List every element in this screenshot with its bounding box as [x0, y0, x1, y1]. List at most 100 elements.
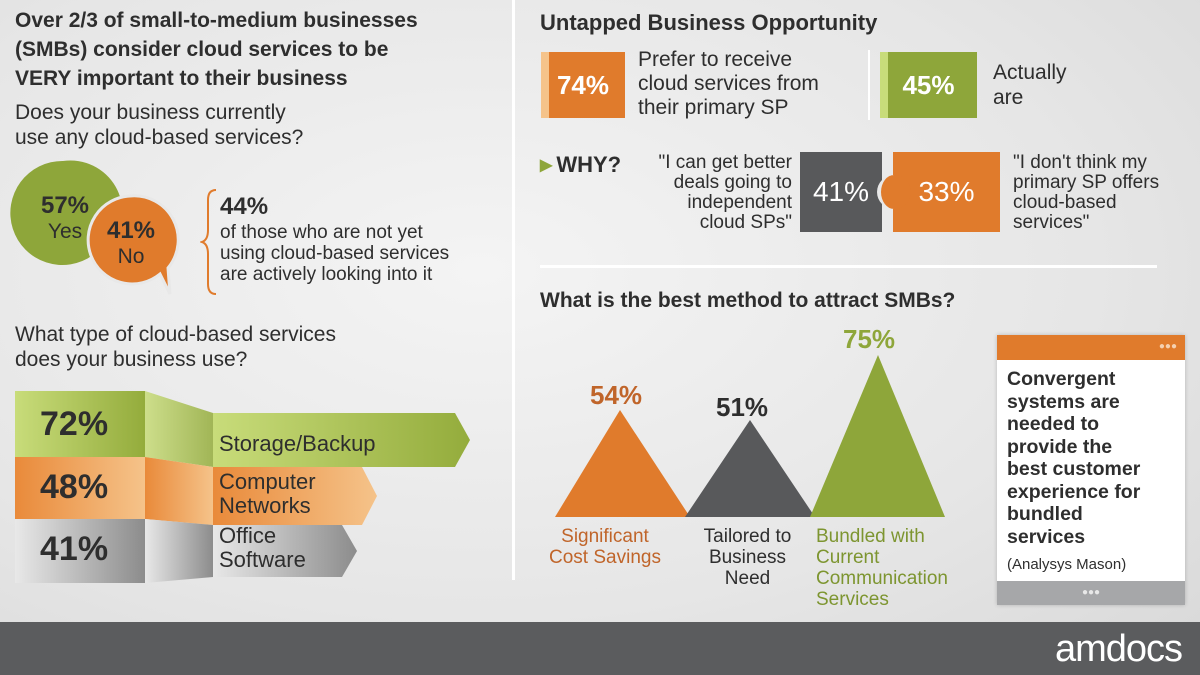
cost-savings-value: 54% [590, 380, 643, 410]
triangle-cost-savings [555, 410, 690, 517]
bar-storage [15, 391, 145, 457]
tailored-label: Tailored to Business Need [685, 526, 810, 589]
arrow-office [213, 525, 357, 577]
office-value: 41% [40, 530, 109, 568]
brace-icon [200, 189, 217, 295]
why-text: WHY? [556, 152, 622, 177]
opportunity-title: Untapped Business Opportunity [540, 10, 878, 35]
question-1: Does your business currently use any clo… [15, 100, 303, 150]
no-stat: 41% No [96, 217, 166, 269]
looking-line: of those who are not yet [220, 222, 423, 243]
quote-line: "I don't think my [1013, 152, 1147, 173]
quote-line: independent [687, 192, 792, 213]
networks-label: Computer Networks [219, 470, 316, 518]
question-line: use any cloud-based services? [15, 126, 304, 149]
title-line: VERY important to their business [15, 67, 348, 90]
card-line: needed to [1007, 413, 1100, 435]
label-line: Need [724, 568, 771, 589]
actual-block: 45% [880, 52, 977, 118]
vertical-divider [512, 0, 515, 580]
label-line: Bundled with [816, 526, 925, 547]
label-line: Current [816, 547, 880, 568]
method-title: What is the best method to attract SMBs? [540, 289, 956, 312]
card-line: systems are [1007, 390, 1120, 413]
puzzle-knob [877, 175, 911, 209]
office-label: Office Software [219, 524, 306, 572]
networks-value: 48% [40, 468, 109, 506]
bundled-label: Bundled with Current Communication Servi… [816, 526, 948, 610]
question-2: What type of cloud-based services does y… [15, 322, 336, 372]
triangle-bundled [810, 355, 945, 517]
quote-line: services" [1013, 212, 1090, 233]
quote-line: cloud SPs" [699, 212, 792, 233]
quote-line: "I can get better [658, 152, 793, 173]
looking-stat: 44% of those who are not yet using cloud… [220, 192, 449, 285]
no-bubble [86, 194, 180, 295]
storage-value: 72% [40, 405, 109, 443]
why-left-block: 41% [800, 152, 882, 232]
arrow-networks [213, 467, 377, 525]
why-right-quote: "I don't think my primary SP offers clou… [1013, 153, 1159, 233]
question-line: What type of cloud-based services [15, 323, 336, 346]
label-line: Services [816, 589, 889, 610]
why-label: ▶ WHY? [540, 152, 621, 178]
label-line: Computer [219, 469, 316, 494]
left-title: Over 2/3 of small-to-medium businesses (… [15, 6, 418, 93]
quote-line: primary SP offers [1013, 172, 1160, 193]
bundled-value: 75% [843, 324, 896, 354]
quote-card: ●●● Convergent systems are needed to pro… [997, 335, 1185, 605]
text-line: Prefer to receive [638, 48, 793, 71]
text-line: cloud services from [638, 72, 819, 95]
text-line: their primary SP [638, 96, 789, 119]
prefer-value: 74% [556, 69, 610, 100]
arrow-storage [213, 413, 470, 467]
card-footer-dots: ●●● [997, 581, 1185, 605]
looking-line: are actively looking into it [220, 264, 433, 285]
looking-line: using cloud-based services [220, 243, 450, 264]
question-line: Does your business currently [15, 101, 286, 124]
card-line: experience for [1007, 480, 1141, 503]
bar-office [15, 519, 145, 583]
footer-bar [0, 622, 1200, 675]
tailored-value: 51% [716, 392, 769, 422]
label-line: Software [219, 547, 306, 572]
storage-label: Storage/Backup [219, 431, 376, 456]
quote-line: deals going to [673, 172, 792, 193]
looking-value: 44% [220, 193, 269, 220]
label-line: Office [219, 523, 277, 548]
card-line: Convergent [1007, 368, 1116, 390]
divider [868, 50, 870, 120]
yes-label: Yes [47, 220, 83, 243]
yes-value: 57% [40, 192, 90, 219]
amdocs-logo: amdocs [1054, 628, 1183, 670]
method-triangles [555, 355, 945, 517]
card-header-dots: ●●● [997, 335, 1185, 360]
card-text: Convergent systems are needed to provide… [997, 360, 1185, 577]
card-source: (Analysys Mason) [1007, 556, 1127, 573]
prefer-text: Prefer to receive cloud services from th… [638, 48, 819, 120]
why-left-value: 41% [812, 176, 870, 207]
quote-line: cloud-based [1013, 192, 1117, 213]
label-line: Communication [816, 568, 948, 589]
label-line: Networks [219, 493, 311, 518]
actual-text: Actually are [993, 60, 1067, 110]
services-bars [15, 391, 470, 583]
horizontal-divider [540, 265, 1157, 268]
title-line: Over 2/3 of small-to-medium businesses [15, 9, 418, 32]
card-line: services [1007, 525, 1086, 548]
bar-networks [15, 457, 145, 519]
play-arrow-icon: ▶ [540, 157, 553, 174]
card-line: bundled [1007, 503, 1083, 525]
label-line: Tailored to [703, 526, 792, 547]
prefer-block: 74% [541, 52, 625, 118]
label-line: Business [708, 547, 787, 568]
card-line: best customer [1007, 458, 1141, 480]
yes-stat: 57% Yes [30, 192, 100, 244]
no-value: 41% [106, 217, 156, 244]
why-right-value: 33% [918, 176, 975, 207]
text-line: are [993, 86, 1024, 109]
title-line: (SMBs) consider cloud services to be [15, 38, 389, 61]
card-line: provide the [1007, 435, 1113, 458]
text-line: Actually [993, 61, 1067, 84]
speech-bubbles [10, 160, 180, 295]
